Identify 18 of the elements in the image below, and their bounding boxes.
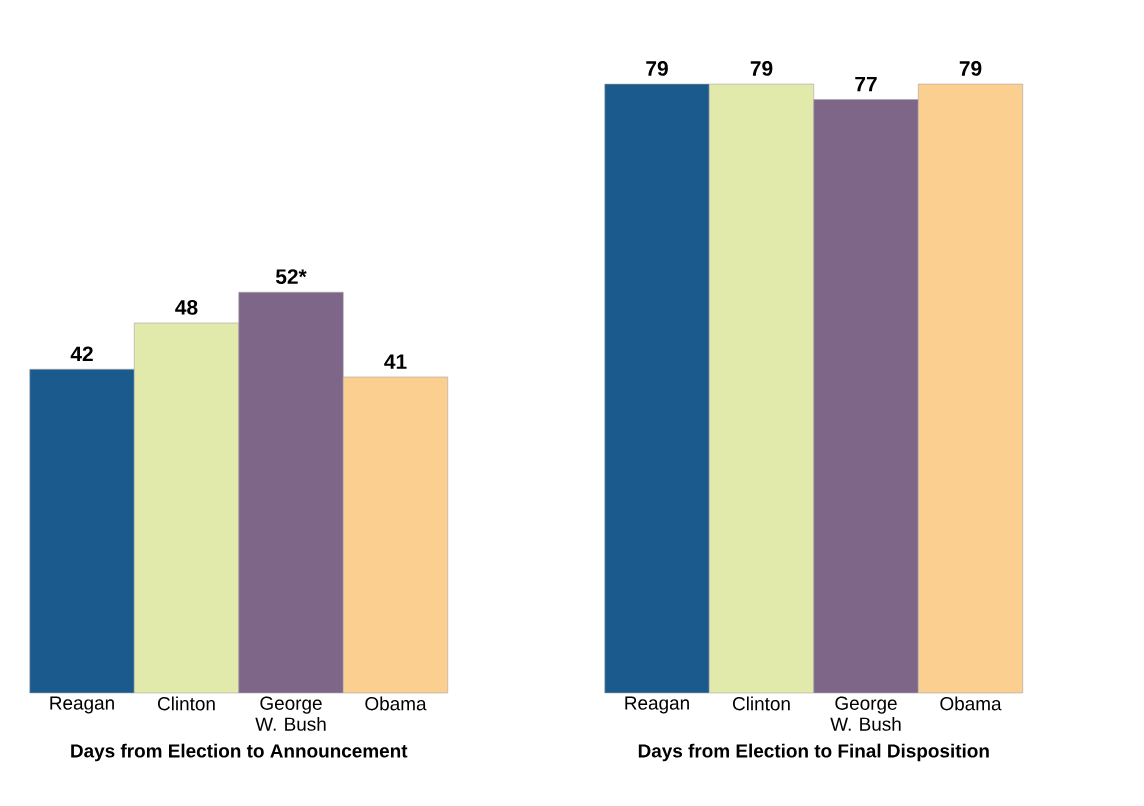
data-label: 79 <box>646 61 668 76</box>
x-tick-label: Obama <box>365 696 427 711</box>
x-tick-label: Obama <box>940 696 1002 711</box>
x-tick-label: Clinton <box>157 696 215 711</box>
x-axis-title: Days from Election to Announcement <box>71 743 408 762</box>
data-label: 48 <box>175 300 198 315</box>
x-tick-label: George W. Bush <box>255 696 326 731</box>
data-label: 41 <box>384 354 407 369</box>
data-label: 77 <box>855 76 877 92</box>
data-label: 42 <box>70 346 93 362</box>
x-tick-label: Reagan <box>625 696 689 714</box>
x-tick-label: Clinton <box>733 696 790 711</box>
x-tick-label: Reagan <box>50 696 114 714</box>
x-tick-label: George W. Bush <box>830 696 901 731</box>
x-axis-title: Days from Election to Final Disposition <box>638 743 989 762</box>
data-label: 79 <box>750 61 773 76</box>
data-label: 52* <box>275 269 307 284</box>
data-label: 79 <box>959 61 982 76</box>
